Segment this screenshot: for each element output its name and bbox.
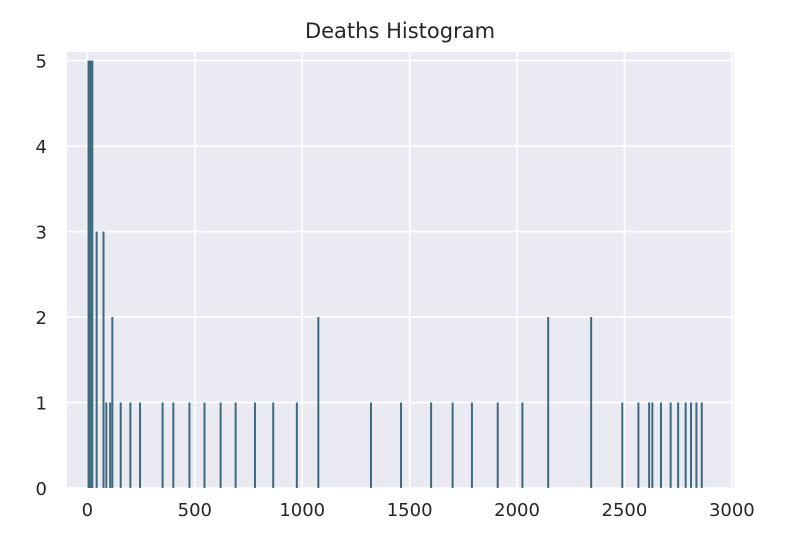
x-tick-label: 2000	[494, 500, 540, 521]
histogram-bar	[317, 317, 320, 488]
histogram-bar	[89, 60, 92, 489]
histogram-bar	[695, 402, 698, 488]
histogram-bar	[677, 402, 680, 488]
histogram-bar	[161, 402, 164, 488]
histogram-bar	[102, 231, 105, 488]
histogram-bar	[119, 402, 122, 488]
histogram-bar	[105, 402, 108, 488]
histogram-bar	[451, 402, 454, 488]
histogram-bar	[272, 402, 275, 488]
y-tick-label: 3	[36, 223, 47, 244]
histogram-bar	[637, 402, 640, 488]
histogram-bar	[253, 402, 256, 488]
y-axis-ticks: 0 1 2 3 4 5	[36, 52, 47, 500]
histogram-bar	[234, 402, 237, 488]
histogram-bar	[590, 317, 593, 488]
histogram-bar	[684, 402, 687, 488]
histogram-bar	[219, 402, 222, 488]
histogram-bar	[521, 402, 524, 488]
histogram-bar	[547, 317, 550, 488]
x-gridlines	[86, 52, 733, 488]
histogram-bar	[400, 402, 403, 488]
x-tick-label: 1000	[279, 500, 325, 521]
x-axis-ticks: 0 500 1000 1500 2000 2500 3000	[82, 500, 755, 521]
y-tick-label: 5	[36, 52, 47, 73]
histogram-bar	[188, 402, 191, 488]
histogram-bar	[621, 402, 624, 488]
histogram-bar	[109, 402, 112, 488]
histogram-bar	[87, 60, 90, 489]
y-tick-label: 2	[36, 308, 47, 329]
histogram-bar	[430, 402, 433, 488]
histogram-bar	[203, 402, 206, 488]
chart-title: Deaths Histogram	[305, 19, 495, 43]
histogram-bar	[129, 402, 132, 488]
histogram-bar	[111, 317, 114, 488]
histogram-bar	[139, 402, 142, 488]
bars	[87, 60, 703, 489]
y-tick-label: 0	[36, 479, 47, 500]
histogram-bar	[91, 60, 94, 489]
histogram-bar	[659, 402, 662, 488]
histogram-bar	[700, 402, 703, 488]
x-tick-label: 1500	[387, 500, 433, 521]
histogram-bar	[648, 402, 651, 488]
x-tick-label: 3000	[709, 500, 755, 521]
x-tick-label: 500	[178, 500, 212, 521]
histogram-bar	[470, 402, 473, 488]
histogram-bar	[172, 402, 175, 488]
x-tick-label: 0	[82, 500, 93, 521]
y-tick-label: 4	[36, 137, 47, 158]
histogram-bar	[669, 402, 672, 488]
y-tick-label: 1	[36, 394, 47, 415]
histogram-bar	[95, 231, 98, 488]
histogram-bar	[295, 402, 298, 488]
x-tick-label: 2500	[602, 500, 648, 521]
histogram-bar	[651, 402, 654, 488]
histogram-bar	[690, 402, 693, 488]
histogram-bar	[496, 402, 499, 488]
histogram-bar	[369, 402, 372, 488]
